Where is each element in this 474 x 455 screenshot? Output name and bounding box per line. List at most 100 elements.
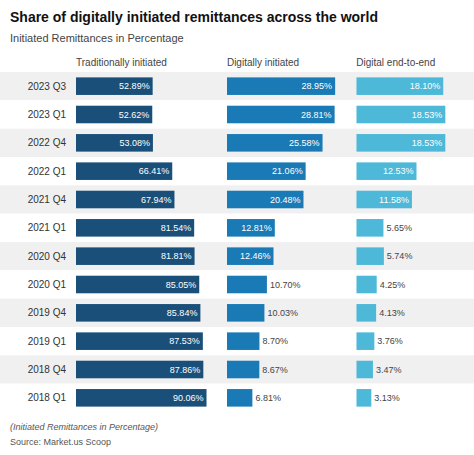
chart: Share of digitally initiated remittances… [0,0,474,455]
row-band [0,157,474,185]
data-label: 18.10% [410,81,441,91]
row-band [0,242,474,270]
data-label: 28.95% [302,81,333,91]
row-band [0,185,474,213]
category-label: 2021 Q4 [28,194,67,205]
data-label: 3.47% [376,365,402,375]
bar [356,106,445,124]
annotation: (Initiated Remittances in Percentage) [10,422,158,432]
title: Share of digitally initiated remittances… [10,9,378,25]
row-band [0,129,474,157]
subtitle: Initiated Remittances in Percentage [10,32,184,44]
data-label: 18.53% [412,138,443,148]
category-label: 2022 Q1 [28,166,67,177]
data-label: 5.65% [386,223,412,233]
data-label: 53.08% [119,138,150,148]
bar [76,276,199,294]
column-header: Traditionally initiated [76,57,167,68]
row-band [0,270,474,298]
row-band [0,100,474,128]
bar [76,191,174,209]
data-label: 87.53% [169,336,200,346]
bar [227,276,267,294]
data-labels: 28.95%28.81%25.58%21.06%20.48%12.81%12.4… [240,81,332,403]
bar [356,389,371,407]
bar [356,134,445,152]
category-label: 2020 Q4 [28,251,67,262]
bar [76,332,203,350]
data-label: 6.81% [255,393,281,403]
data-label: 52.89% [119,81,150,91]
row-band [0,327,474,355]
row-band [0,72,474,100]
data-label: 67.94% [141,195,172,205]
data-label: 3.13% [374,393,400,403]
bar [356,77,443,95]
bars [76,77,207,406]
data-label: 18.53% [412,110,443,120]
bar [76,304,200,322]
category-label: 2019 Q1 [28,336,67,347]
bar [356,247,384,265]
data-label: 12.81% [241,223,272,233]
bar [227,361,259,379]
annotation: Source: Market.us Scoop [10,437,111,447]
data-label: 85.84% [167,308,198,318]
row-band [0,214,474,242]
data-label: 10.70% [270,280,301,290]
category-label: 2023 Q1 [28,109,67,120]
bar [76,361,203,379]
data-label: 28.81% [301,110,332,120]
data-label: 81.54% [161,223,192,233]
bar [227,106,335,124]
bar [356,219,383,237]
data-label: 81.81% [161,251,192,261]
data-label: 3.76% [377,336,403,346]
data-label: 11.58% [379,195,409,205]
bar [76,389,207,407]
bar [76,219,194,237]
data-label: 8.70% [262,336,288,346]
category-label: 2018 Q1 [28,392,67,403]
column-header: Digital end-to-end [356,57,435,68]
bar [227,389,252,407]
bar [356,304,376,322]
bar [76,247,195,265]
data-label: 21.06% [272,166,303,176]
data-label: 90.06% [173,393,204,403]
row-band [0,355,474,383]
row-band [0,384,474,412]
data-label: 4.13% [379,308,405,318]
bar [227,134,323,152]
bar [227,219,275,237]
data-label: 25.58% [289,138,320,148]
bar [356,361,373,379]
data-label: 12.46% [240,251,271,261]
bar [76,106,152,124]
data-label: 10.03% [267,308,298,318]
data-label: 87.86% [170,365,201,375]
bar [76,134,153,152]
bar [227,332,260,350]
data-label: 66.41% [139,166,170,176]
category-label: 2022 Q4 [28,137,67,148]
bar [356,162,416,180]
data-labels: 52.89%52.62%53.08%66.41%67.94%81.54%81.8… [119,81,204,403]
bar [227,191,304,209]
data-labels: 18.10% 18.53% 18.53% 12.53% 11.58% 5.65% 5.74%… [374,81,442,403]
column-header: Digitally initiated [227,57,299,68]
bar [356,276,376,294]
bar [227,304,264,322]
bar [356,191,412,209]
category-label: 2021 Q1 [28,222,67,233]
bar [227,162,306,180]
bar [227,77,335,95]
data-label: 12.53% [383,166,414,176]
bar [76,77,153,95]
category-label: 2023 Q3 [28,81,67,92]
bar [227,247,274,265]
row-band [0,299,474,327]
category-label: 2018 Q4 [28,364,67,375]
data-label: 5.74% [387,251,413,261]
data-label: 4.25% [380,280,406,290]
